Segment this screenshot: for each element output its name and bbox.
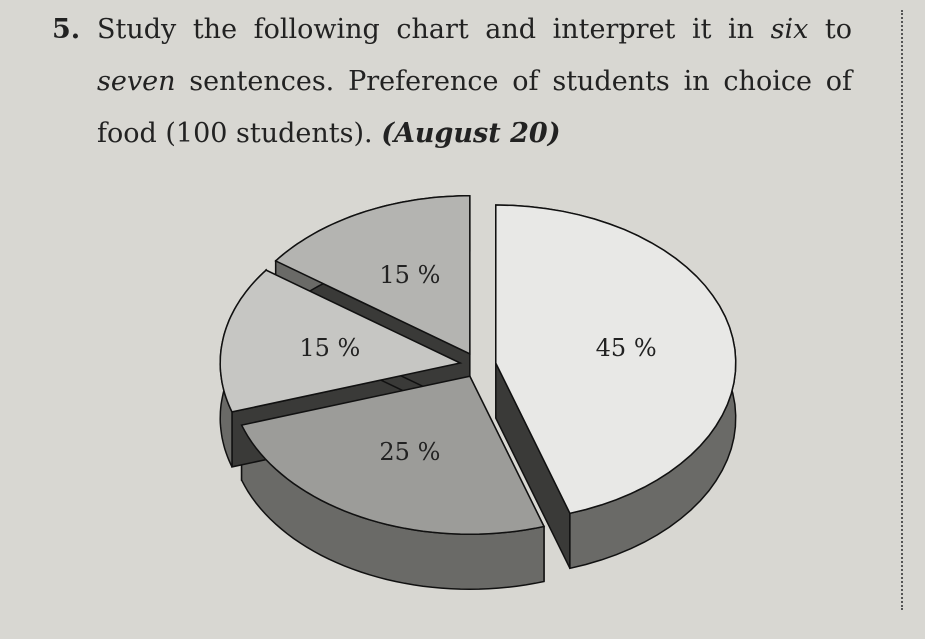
slice — [219, 269, 463, 413]
text: Study the following chart and interpret … — [97, 14, 771, 45]
text: six — [770, 14, 809, 45]
slice — [240, 375, 546, 535]
text: sentences. Preference of students in cho… — [97, 66, 852, 149]
slice — [274, 195, 471, 355]
question-text: Study the following chart and interpret … — [97, 4, 852, 160]
text: to — [808, 14, 852, 45]
slice — [495, 204, 737, 515]
text: (August 20) — [381, 118, 561, 149]
value-label: 25 % — [379, 438, 440, 466]
question-number: 5. — [52, 14, 81, 45]
question: 5. Study the following chart and interpr… — [52, 4, 852, 160]
text: seven — [97, 66, 176, 97]
value-label: 15 % — [379, 261, 440, 289]
page-border — [901, 10, 917, 610]
value-label: 15 % — [299, 334, 360, 362]
value-label: 45 % — [596, 334, 657, 362]
